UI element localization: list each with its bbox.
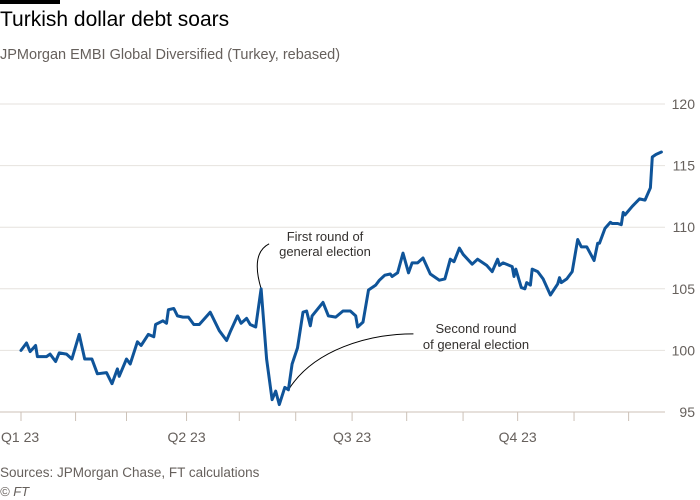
line-chart: 95 100 105 110 115 120 Q1 23 Q2 23 Q3 23 Q4 23 F… — [0, 96, 696, 445]
chart-title: Turkish dollar debt soars — [0, 8, 230, 31]
annotation-connector — [288, 333, 414, 391]
x-tick-label: Q2 23 — [167, 429, 205, 445]
ft-credit: © FT — [0, 484, 30, 499]
chart-subtitle: JPMorgan EMBI Global Diversified (Turkey… — [0, 47, 341, 63]
y-tick-label: 100 — [672, 342, 696, 358]
annotation-first-round-label: general election — [279, 244, 371, 259]
annotation-second-round-label: Second round — [436, 321, 517, 336]
x-tick-label: Q4 23 — [499, 429, 537, 445]
ft-top-bar — [0, 0, 60, 4]
y-tick-label: 95 — [679, 404, 695, 420]
x-tick-label: Q1 23 — [1, 429, 39, 445]
x-tick-label: Q3 23 — [333, 429, 371, 445]
y-tick-label: 120 — [672, 96, 696, 112]
y-tick-label: 105 — [672, 281, 696, 297]
series-line — [19, 150, 663, 407]
y-tick-label: 110 — [673, 219, 696, 235]
annotation-first-round-label: First round of — [287, 229, 364, 244]
y-axis: 95 100 105 110 115 120 — [672, 96, 696, 420]
sources-note: Sources: JPMorgan Chase, FT calculations — [0, 465, 260, 480]
y-tick-label: 115 — [673, 158, 696, 174]
x-axis: Q1 23 Q2 23 Q3 23 Q4 23 — [1, 412, 630, 445]
annotation-connector — [256, 243, 270, 289]
annotation-second-round-label: of general election — [423, 337, 529, 352]
